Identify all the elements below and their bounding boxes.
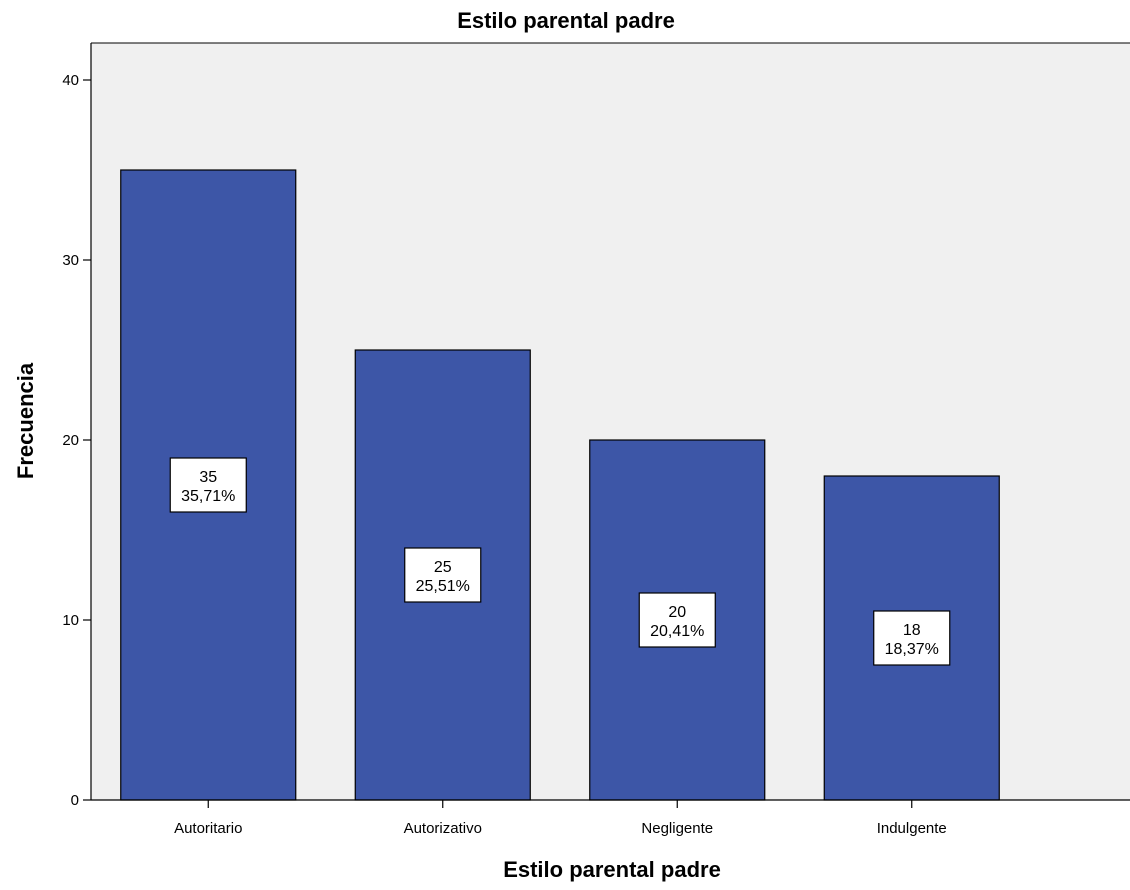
x-tick-label: Autoritario (174, 820, 242, 837)
data-label-box (404, 547, 482, 603)
x-tick-label: Indulgente (877, 820, 947, 837)
data-label-1: 35 35,71% (169, 457, 247, 513)
y-tick-label: 20 (62, 432, 79, 449)
data-label-percent: 35,71% (181, 488, 235, 505)
data-label-percent: 18,37% (885, 641, 939, 658)
data-label-percent: 25,51% (416, 578, 470, 595)
x-tick-label: Negligente (641, 820, 713, 837)
y-tick-label: 30 (62, 252, 79, 269)
data-label-percent: 20,41% (650, 623, 704, 640)
y-tick-label: 10 (62, 612, 79, 629)
x-ticks-layer: Autoritario Autorizativo Negligente Indulge… (174, 800, 947, 837)
y-ticks-layer: 0 10 20 30 40 (62, 72, 91, 809)
data-label-count: 35 (199, 469, 217, 486)
data-label-count: 18 (903, 622, 921, 639)
y-tick-label: 40 (62, 72, 79, 89)
data-labels-layer: 35 35,71% 25 25,51% 20 20,41% 18 18,37% (169, 457, 951, 666)
data-label-box (638, 592, 716, 648)
data-label-3: 20 20,41% (638, 592, 716, 648)
data-label-box (169, 457, 247, 513)
data-label-2: 25 25,51% (404, 547, 482, 603)
y-tick-label: 0 (71, 792, 79, 809)
x-axis-label: Estilo parental padre (503, 857, 721, 882)
data-label-count: 25 (434, 559, 452, 576)
data-label-4: 18 18,37% (873, 610, 951, 666)
data-label-box (873, 610, 951, 666)
y-axis-label: Frecuencia (13, 362, 38, 479)
x-tick-label: Autorizativo (404, 820, 482, 837)
data-label-count: 20 (668, 604, 686, 621)
chart-title: Estilo parental padre (457, 8, 675, 33)
